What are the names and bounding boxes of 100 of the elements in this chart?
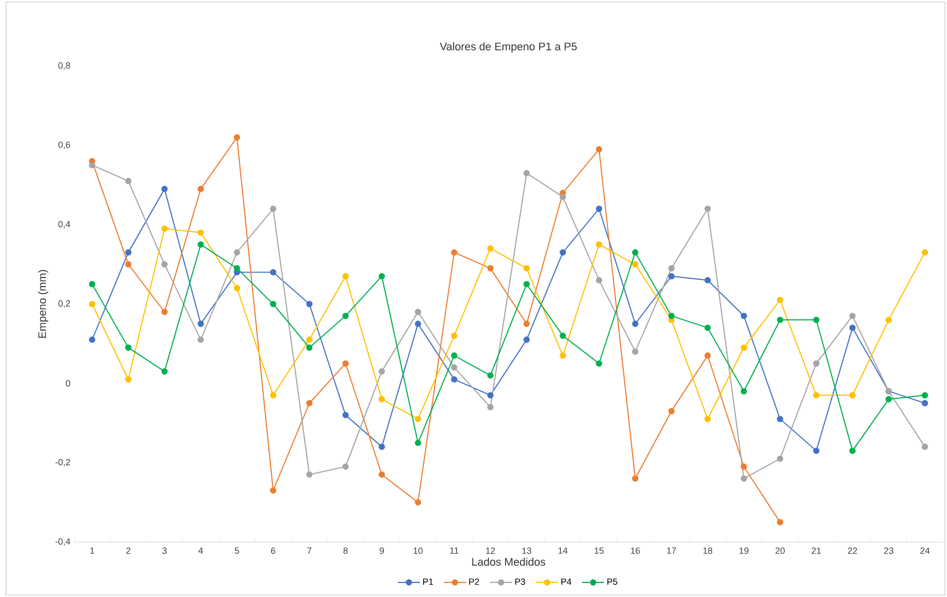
point [487, 392, 494, 398]
point [161, 261, 168, 268]
point [922, 400, 928, 406]
point [704, 206, 711, 212]
point [487, 372, 494, 379]
point [306, 344, 313, 351]
point [668, 312, 675, 320]
point [596, 146, 602, 152]
point [776, 519, 784, 526]
x-tick-label: 2 [126, 548, 130, 554]
point [487, 404, 494, 410]
point [342, 273, 349, 280]
point [632, 249, 638, 256]
point [523, 265, 530, 272]
point [234, 265, 240, 272]
point [813, 448, 820, 454]
point [776, 416, 784, 422]
x-tick-label: 21 [812, 548, 821, 554]
point [306, 471, 313, 478]
point [668, 265, 675, 272]
point [740, 388, 748, 394]
point [849, 448, 856, 454]
y-tick-label: 0,2 [58, 300, 70, 308]
point [740, 344, 748, 351]
point [560, 352, 566, 359]
point [234, 249, 240, 256]
point [378, 444, 385, 450]
point [596, 360, 602, 367]
point [414, 499, 422, 506]
point [704, 324, 711, 331]
x-tick-label: 13 [522, 548, 532, 554]
y-tick-label: 0 [66, 380, 70, 386]
point [740, 475, 748, 482]
y-tick-label: 0,8 [58, 62, 70, 70]
y-axis-title: Empeno (mm) [38, 270, 48, 338]
point [849, 324, 856, 331]
point [668, 273, 675, 280]
point [813, 392, 820, 398]
point [596, 277, 602, 284]
point [740, 312, 748, 320]
point [776, 456, 784, 462]
point [560, 332, 566, 339]
x-tick-label: 11 [450, 548, 458, 554]
point [632, 261, 638, 268]
legend-label: P4 [561, 578, 572, 585]
point [198, 336, 204, 343]
point [632, 320, 638, 327]
point [270, 206, 276, 212]
x-tick-label: 19 [740, 548, 748, 554]
point [414, 320, 422, 327]
point [523, 281, 530, 288]
legend-label: P1 [423, 578, 433, 585]
point [270, 392, 276, 398]
point [161, 308, 168, 316]
point [523, 320, 530, 327]
point [234, 134, 240, 141]
y-tick-label: -0,4 [55, 538, 70, 546]
point [487, 265, 494, 272]
point [451, 376, 458, 383]
x-tick-label: 10 [414, 548, 423, 554]
point [813, 316, 820, 324]
point [776, 296, 784, 304]
point [198, 241, 204, 248]
point [234, 284, 240, 292]
point [378, 273, 385, 280]
point [523, 170, 530, 176]
x-tick-label: 15 [594, 548, 604, 554]
point [596, 206, 602, 212]
x-tick-label: 3 [162, 548, 167, 554]
point [849, 392, 856, 398]
point [88, 281, 96, 288]
point [813, 360, 820, 367]
point [704, 277, 711, 284]
point [270, 487, 276, 494]
point [161, 225, 168, 232]
point [632, 348, 638, 355]
point [704, 416, 711, 422]
point [306, 300, 313, 308]
point [198, 320, 204, 327]
y-tick-label: -0,2 [55, 458, 70, 466]
point [451, 249, 458, 256]
x-tick-label: 6 [271, 548, 276, 554]
x-tick-label: 5 [234, 548, 240, 554]
point [668, 408, 675, 414]
x-tick-label: 22 [848, 548, 858, 554]
point [342, 463, 349, 470]
point [270, 269, 276, 276]
point [632, 475, 638, 482]
point [306, 400, 313, 406]
y-tick-label: 0,6 [58, 142, 70, 150]
point [125, 344, 132, 351]
point [342, 360, 349, 367]
point [704, 352, 711, 359]
x-tick-label: 8 [343, 548, 348, 554]
point [414, 416, 422, 422]
point [849, 312, 856, 320]
point [740, 463, 748, 470]
point [88, 300, 96, 308]
point [922, 392, 928, 398]
x-tick-label: 1 [90, 548, 94, 554]
